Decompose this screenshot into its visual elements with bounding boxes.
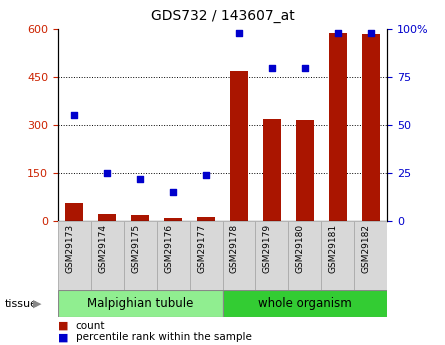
Text: GSM29180: GSM29180 <box>296 224 305 273</box>
Bar <box>131 215 149 221</box>
Text: GSM29177: GSM29177 <box>197 224 206 273</box>
Text: GSM29176: GSM29176 <box>164 224 173 273</box>
Bar <box>255 221 288 290</box>
Text: GSM29175: GSM29175 <box>131 224 140 273</box>
Bar <box>263 119 281 221</box>
Text: tissue: tissue <box>4 299 37 308</box>
Text: GSM29173: GSM29173 <box>65 224 74 273</box>
Text: percentile rank within the sample: percentile rank within the sample <box>76 333 251 342</box>
Bar <box>354 221 387 290</box>
Text: Malpighian tubule: Malpighian tubule <box>87 297 194 310</box>
Bar <box>222 290 387 317</box>
Bar <box>124 221 157 290</box>
Text: whole organism: whole organism <box>258 297 352 310</box>
Bar <box>164 218 182 221</box>
Text: ■: ■ <box>58 321 69 331</box>
Text: ▶: ▶ <box>32 299 41 308</box>
Bar <box>288 221 321 290</box>
Bar <box>190 221 222 290</box>
Text: GDS732 / 143607_at: GDS732 / 143607_at <box>150 9 295 23</box>
Text: GSM29179: GSM29179 <box>263 224 272 273</box>
Point <box>104 170 111 176</box>
Bar <box>65 203 83 221</box>
Text: ■: ■ <box>58 333 69 342</box>
Point <box>137 176 144 181</box>
Text: count: count <box>76 321 105 331</box>
Bar <box>98 214 116 221</box>
Bar <box>222 221 255 290</box>
Bar <box>321 221 354 290</box>
Bar <box>58 290 222 317</box>
Point <box>334 30 341 36</box>
Bar <box>362 34 380 221</box>
Point <box>170 189 177 195</box>
Point <box>235 30 243 36</box>
Bar <box>91 221 124 290</box>
Point <box>202 172 210 178</box>
Bar <box>58 221 91 290</box>
Point <box>367 30 374 36</box>
Bar <box>197 217 215 221</box>
Bar <box>329 32 347 221</box>
Text: GSM29182: GSM29182 <box>362 224 371 273</box>
Text: GSM29178: GSM29178 <box>230 224 239 273</box>
Point <box>268 65 275 70</box>
Point <box>301 65 308 70</box>
Bar <box>296 120 314 221</box>
Bar <box>157 221 190 290</box>
Text: GSM29181: GSM29181 <box>329 224 338 273</box>
Text: GSM29174: GSM29174 <box>98 224 107 273</box>
Point <box>71 113 78 118</box>
Bar <box>230 71 248 221</box>
